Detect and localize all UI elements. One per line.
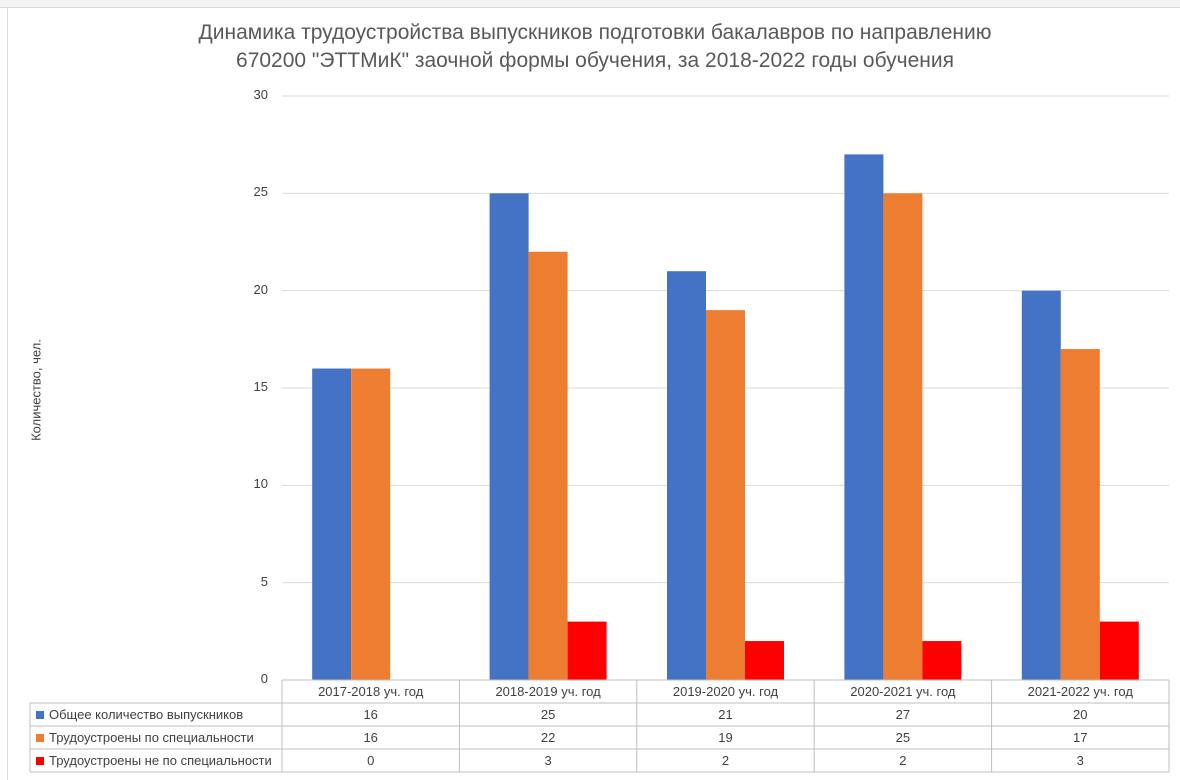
legend-key	[36, 733, 44, 742]
table-value: 25	[895, 730, 911, 745]
x-tick-label: 2018-2019 уч. год	[495, 684, 601, 699]
table-value: 0	[367, 753, 375, 768]
y-tick-label: 15	[253, 379, 268, 394]
bar-1-1	[312, 368, 352, 680]
bar-1-2	[489, 193, 529, 681]
table-value: 19	[718, 730, 733, 745]
legend-key	[36, 710, 44, 719]
bar-1-5	[1021, 290, 1061, 680]
bar-1-4	[844, 154, 884, 680]
y-tick-label: 10	[253, 476, 268, 492]
table-value: 17	[1073, 730, 1088, 745]
table-value: 16	[363, 707, 378, 722]
table-value: 22	[540, 730, 556, 745]
y-tick-label: 0	[260, 671, 268, 686]
bar-2-4	[883, 193, 923, 681]
x-tick-label: 2019-2020 уч. год	[672, 684, 779, 699]
y-tick-label: 5	[260, 573, 268, 589]
legend-label: Трудоустроены не по специальности	[49, 753, 272, 768]
table-value: 27	[895, 707, 911, 722]
table-value: 3	[1076, 753, 1084, 768]
table-value: 21	[718, 707, 733, 722]
chart-area	[7, 7, 1180, 780]
table-value: 2	[899, 753, 907, 768]
bar-3-2	[567, 621, 607, 680]
bar-2-3	[706, 310, 745, 680]
table-value: 3	[544, 753, 552, 768]
legend-key	[36, 756, 44, 765]
x-tick-label: 2020-2021 уч. год	[850, 684, 956, 699]
legend-entry: Трудоустроены по специальности	[36, 730, 254, 745]
y-tick-label: 20	[253, 281, 268, 297]
y-tick-label: 30	[253, 87, 268, 102]
legend-label: Трудоустроены по специальности	[49, 730, 254, 745]
legend-label: Общее количество выпускников	[49, 707, 244, 722]
bar-3-3	[745, 641, 784, 680]
legend-entry: Трудоустроены не по специальности	[36, 753, 272, 768]
bar-3-4	[922, 641, 962, 680]
bar-2-2	[528, 251, 568, 680]
legend-entry: Общее количество выпускников	[36, 707, 243, 722]
table-value: 20	[1073, 707, 1088, 722]
bar-2-1	[351, 368, 391, 680]
table-value: 16	[363, 730, 378, 745]
table-value: 2	[721, 753, 730, 768]
bar-2-5	[1060, 349, 1100, 680]
bar-1-3	[667, 271, 706, 680]
chart-title: Динамика трудоустройства выпускников под…	[198, 21, 992, 72]
x-tick-label: 2017-2018 уч. год	[318, 684, 424, 699]
x-tick-label: 2021-2022 уч. год	[1027, 684, 1133, 699]
bar-3-5	[1099, 621, 1139, 680]
table-value: 25	[540, 707, 556, 722]
y-tick-label: 25	[253, 184, 268, 200]
